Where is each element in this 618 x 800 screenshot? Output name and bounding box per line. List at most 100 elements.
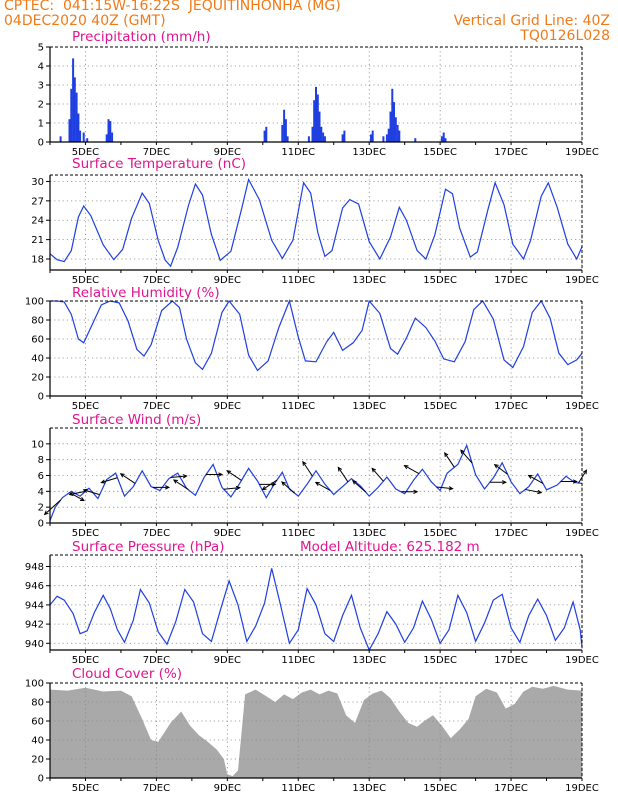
precip-bar [77,113,80,142]
x-tick-label: 17DEC [494,783,528,794]
wind-arrow [173,479,189,491]
x-tick-label: 17DEC [494,401,528,412]
x-tick-label: 9DEC [214,528,241,539]
precip-bar [111,132,114,142]
y-tick-label: 24 [31,216,44,227]
y-tick-label: 20 [31,373,44,384]
precip-bar [265,126,268,142]
header-location: JEQUITINHONHA (MG) [188,0,341,14]
wind-arrow [371,468,384,482]
precip-bar [396,124,399,142]
x-tick-label: 7DEC [143,655,170,666]
precip-bar [284,119,287,142]
precip-bar [387,128,390,142]
precip-bar [109,121,112,142]
precip-bar [70,88,73,142]
precip-bar [393,102,395,142]
y-tick-label: 27 [31,196,44,207]
chart-header: CPTEC: 041:15W-16:22S JEQUITINHONHA (MG)… [0,0,618,48]
precip-bar [315,86,317,142]
model-altitude: Model Altitude: 625.182 m [300,539,480,555]
wind-arrowhead [172,479,178,484]
wind-arrowhead [226,470,232,475]
x-tick-label: 9DEC [214,783,241,794]
wind-arrow [578,469,587,484]
precip-bar [322,132,325,142]
wind-arrow [120,473,136,484]
wind-arrowhead [261,485,267,491]
wind-arrow [315,481,331,491]
wind-arrowhead [218,472,224,477]
x-tick-label: 15DEC [423,275,457,286]
cloud-cover-area [50,685,582,778]
wind-arrowhead [68,491,74,497]
y-tick-label: 2 [38,100,44,111]
panel-6: 0 20 40 60 80 100 5DEC 7DEC 9DEC 11DEC 13DEC 15DEC 1… [25,666,599,794]
precip-bar [371,130,374,142]
x-tick-label: 13DEC [352,401,386,412]
x-tick-label: 13DEC [352,528,386,539]
wind-arrowhead [82,488,88,493]
precip-bar [75,92,78,142]
y-tick-label: 0 [38,774,44,785]
y-tick-label: 60 [31,335,44,346]
x-tick-label: 13DEC [352,783,386,794]
precip-bar [341,134,344,142]
x-tick-label: 19DEC [565,275,599,286]
precip-bar [391,88,394,142]
panel-1: 0 1 2 3 4 5 5DEC 7DEC 9DEC 11DEC 13DEC 15DEC 17DEC 19… [38,29,599,158]
y-tick-label: 0 [38,519,44,530]
x-tick-label: 11DEC [281,147,315,158]
x-tick-label: 11DEC [281,401,315,412]
x-tick-label: 11DEC [281,275,315,286]
y-tick-label: 40 [31,354,44,365]
precip-bar [286,136,289,142]
x-tick-label: 11DEC [281,783,315,794]
wind-arrowhead [444,451,449,457]
precip-bar [414,138,417,142]
precip-bar [105,134,108,142]
series-line [49,177,583,268]
header-run-code: TQ0126L028 [520,28,610,44]
precip-bar [442,132,445,142]
x-tick-label: 15DEC [423,147,457,158]
wind-arrow [525,488,542,494]
header-source-line: CPTEC: 041:15W-16:22S JEQUITINHONHA (MG) [4,0,341,14]
x-tick-label: 19DEC [565,783,599,794]
wind-arrowhead [119,473,125,478]
y-tick-label: 1 [38,119,44,130]
x-tick-label: 7DEC [143,783,170,794]
panel-5: 940 942 944 946 948 5DEC 7DEC 9DEC 11DEC 13DEC 15D… [25,539,599,666]
x-tick-label: 5DEC [72,275,99,286]
wind-arrowhead [572,479,578,484]
wind-arrowhead [337,466,343,472]
wind-arrowhead [582,469,588,475]
x-tick-label: 17DEC [494,147,528,158]
series-line [49,443,583,521]
x-tick-label: 13DEC [352,147,386,158]
x-tick-label: 17DEC [494,655,528,666]
precip-bar [263,130,266,142]
x-tick-label: 9DEC [214,401,241,412]
y-tick-label: 948 [25,562,44,573]
x-tick-label: 19DEC [565,528,599,539]
y-tick-label: 5 [38,43,44,54]
y-tick-label: 60 [31,717,44,728]
x-tick-label: 5DEC [72,147,99,158]
y-tick-label: 20 [31,755,44,766]
x-tick-label: 9DEC [214,147,241,158]
header-coords: 041:15W-16:22S [63,0,180,14]
x-tick-label: 5DEC [72,528,99,539]
y-tick-label: 80 [31,316,44,327]
x-tick-label: 5DEC [72,655,99,666]
wind-arrow [528,474,544,484]
panel-title: Precipitation (mm/h) [72,29,211,45]
precip-bar [72,58,75,142]
precip-bar [389,111,392,142]
wind-arrowhead [537,489,543,495]
precip-bar [311,126,314,142]
wind-arrowhead [493,463,499,469]
wind-arrowhead [43,510,49,516]
y-tick-label: 942 [25,620,44,631]
panel-title: Surface Wind (m/s) [72,412,201,428]
